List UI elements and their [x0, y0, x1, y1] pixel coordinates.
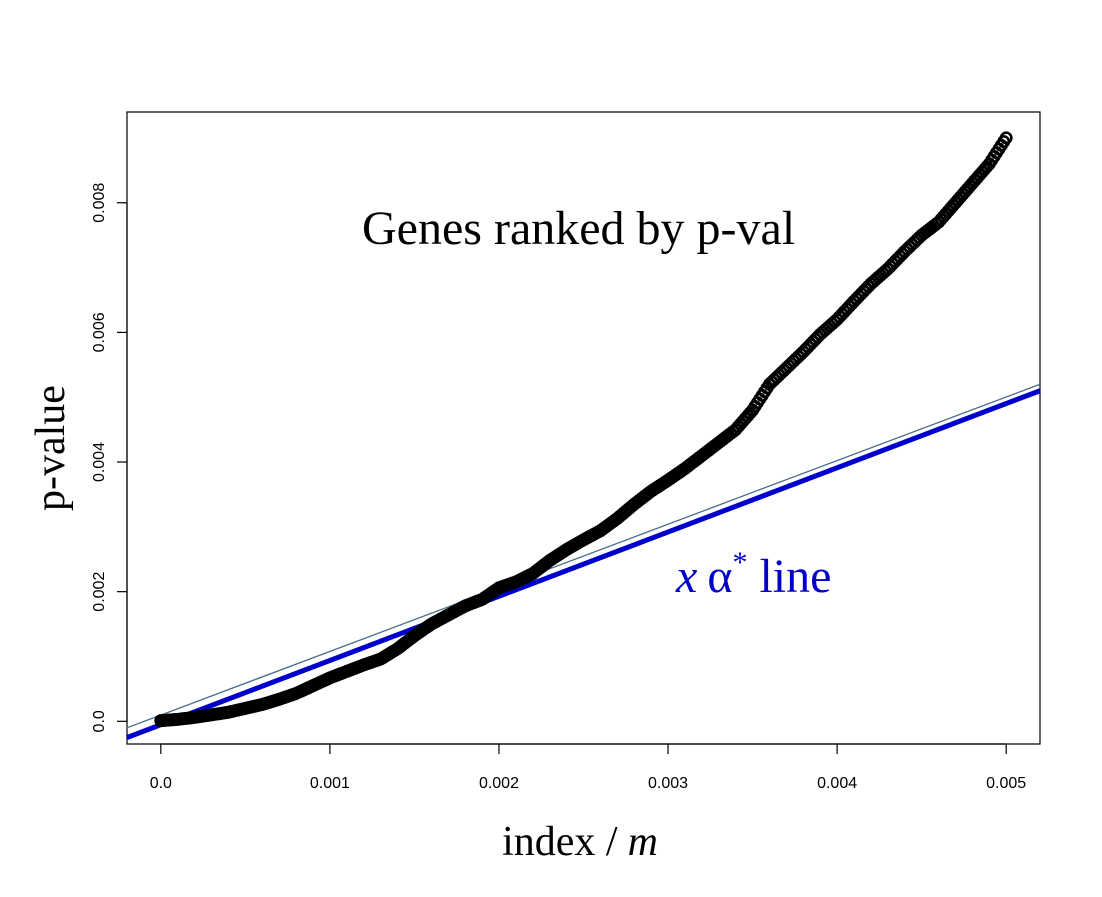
alpha-line-thin: [126, 383, 1041, 729]
annot-star: *: [732, 546, 747, 579]
alpha-line-thick: [126, 388, 1041, 740]
alpha-line-annotation: x α* line: [675, 546, 831, 603]
annot-alpha: α: [707, 550, 732, 603]
x-axis-title-m: m: [628, 819, 658, 865]
y-tick-label: 0.002: [91, 572, 108, 612]
x-tick-label: 0.0: [150, 775, 172, 792]
chart-marks: [126, 131, 1041, 740]
x-tick-label: 0.005: [986, 775, 1026, 792]
ranked-annotation: Genes ranked by p-val: [362, 202, 795, 255]
x-axis: 0.0 0.001 0.002 0.003 0.004 0.005: [150, 743, 1026, 792]
x-axis-title: index / m: [502, 819, 658, 865]
x-tick-label: 0.001: [310, 775, 350, 792]
x-tick-label: 0.004: [817, 775, 857, 792]
y-axis: 0.0 0.002 0.004 0.006 0.008: [91, 183, 128, 732]
y-tick-label: 0.0: [91, 710, 108, 732]
data-point: [999, 131, 1013, 145]
y-tick-label: 0.004: [91, 442, 108, 482]
x-tick-label: 0.002: [479, 775, 519, 792]
annot-x: x: [675, 550, 697, 603]
annot-line-word: line: [759, 550, 831, 603]
x-tick-label: 0.003: [648, 775, 688, 792]
y-tick-label: 0.006: [91, 312, 108, 352]
y-axis-title: p-value: [28, 385, 74, 511]
x-axis-title-text: index /: [502, 819, 618, 865]
y-tick-label: 0.008: [91, 183, 108, 223]
